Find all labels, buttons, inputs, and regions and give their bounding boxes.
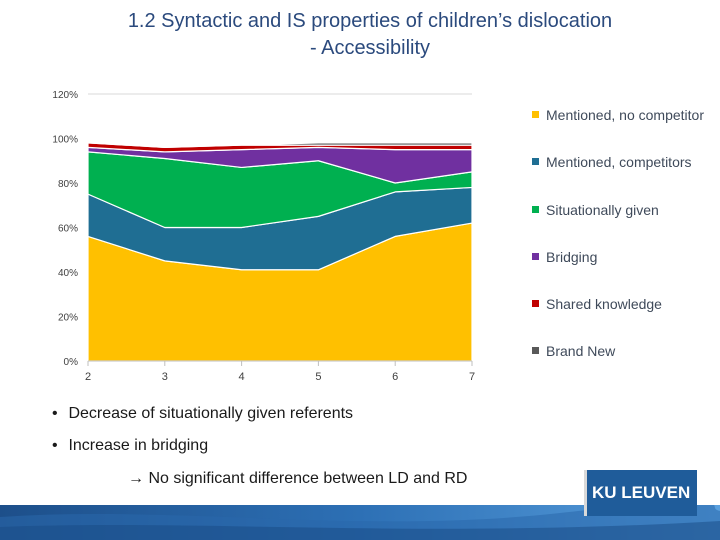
bullet-text: Decrease of situationally given referent… [68, 405, 354, 422]
bullet-item: • Decrease of situationally given refere… [52, 405, 354, 422]
stacked-area-chart: 0% 20% 40% 60% 80% 100% 120% 2 3 4 5 6 7 [52, 90, 475, 383]
x-tick-label: 6 [392, 371, 398, 383]
legend-item: Situationally given [532, 201, 659, 219]
legend-swatch [532, 111, 539, 118]
slide-title-line1: 1.2 Syntactic and IS properties of child… [127, 10, 613, 32]
legend-label: Bridging [546, 249, 598, 265]
legend-item: Shared knowledge [532, 295, 662, 313]
legend-swatch [532, 158, 539, 165]
x-tick-label: 3 [162, 371, 168, 383]
bullet-text: Increase in bridging [68, 437, 209, 454]
logo-box [584, 470, 697, 516]
x-tick-label: 2 [85, 371, 91, 383]
conclusion-text: → No significant difference between LD a… [128, 470, 468, 487]
y-tick-label: 80% [58, 179, 78, 190]
bottom-decorative-band [0, 505, 720, 540]
legend-item: Brand New [532, 342, 615, 360]
legend-label: Situationally given [546, 202, 659, 218]
legend-item: Mentioned, competitors [532, 153, 692, 171]
ku-leuven-logo: KU LEUVEN [584, 470, 697, 516]
legend-swatch [532, 253, 539, 260]
legend-item: Bridging [532, 248, 597, 266]
legend-swatch [532, 347, 539, 354]
legend-label: Shared knowledge [546, 296, 662, 312]
x-tick-label: 7 [469, 371, 475, 383]
slide-title-line2: - Accessibility [309, 37, 431, 59]
legend-label: Brand New [546, 343, 616, 359]
x-tick-label: 5 [315, 371, 321, 383]
y-tick-label: 120% [52, 90, 78, 101]
area-series-5 [87, 142, 473, 148]
bullet-item: • Increase in bridging [52, 437, 209, 454]
legend-label: Mentioned, competitors [546, 154, 692, 170]
y-tick-label: 40% [58, 268, 78, 279]
slide-title: 1.2 Syntactic and IS properties of child… [0, 8, 720, 62]
legend-item: Mentioned, no competitor [532, 106, 704, 124]
y-tick-label: 100% [52, 135, 78, 146]
y-tick-label: 0% [64, 357, 79, 368]
legend-swatch [532, 206, 539, 213]
logo-text: KU LEUVEN [592, 483, 691, 502]
x-tick-label: 4 [239, 371, 245, 383]
legend-swatch [532, 300, 539, 307]
y-tick-label: 20% [58, 313, 78, 324]
legend-label: Mentioned, no competitor [546, 107, 704, 123]
y-tick-label: 60% [58, 224, 78, 235]
